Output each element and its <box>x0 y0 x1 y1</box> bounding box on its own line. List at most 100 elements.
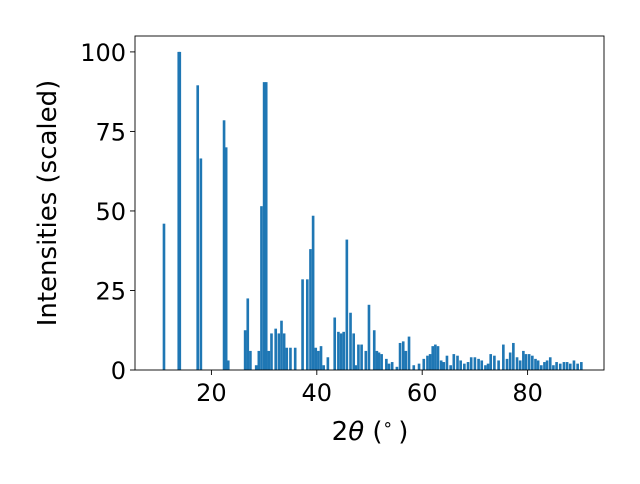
bar <box>385 358 388 370</box>
bar <box>224 147 228 370</box>
y-tick-label: 0 <box>111 357 126 385</box>
bar <box>364 350 368 370</box>
bar <box>280 320 283 370</box>
bar <box>505 358 509 370</box>
bar <box>196 85 200 371</box>
bar <box>357 344 360 370</box>
bar <box>548 357 552 370</box>
x-tick-label: 40 <box>302 379 333 407</box>
bar <box>456 355 459 370</box>
bar <box>524 354 528 370</box>
bars-group <box>162 51 583 371</box>
bar <box>222 120 226 371</box>
bar <box>518 360 522 370</box>
bar <box>314 347 318 370</box>
bar <box>395 366 399 370</box>
bar <box>289 347 292 370</box>
bar <box>260 206 263 370</box>
bar <box>445 355 449 370</box>
y-tick-label: 25 <box>95 277 126 305</box>
bar <box>249 350 252 370</box>
bar <box>352 333 356 370</box>
bar <box>576 363 579 370</box>
bar <box>270 333 273 370</box>
bar <box>508 352 512 370</box>
bar <box>274 328 278 370</box>
bar <box>262 82 266 370</box>
bar <box>277 333 281 370</box>
bar <box>527 354 531 370</box>
bar <box>267 350 271 370</box>
bar <box>349 312 352 370</box>
bar <box>489 354 493 370</box>
bar <box>226 360 230 370</box>
bar <box>375 350 379 370</box>
bar <box>354 365 358 370</box>
bar <box>469 357 473 370</box>
bar <box>473 357 477 370</box>
bar <box>543 362 546 370</box>
bar <box>568 363 572 370</box>
bar <box>565 362 569 370</box>
bar <box>377 352 381 370</box>
bar <box>282 333 286 370</box>
bar <box>246 298 250 370</box>
bar <box>442 362 446 370</box>
bar <box>345 239 349 370</box>
bar <box>552 365 555 370</box>
bar <box>580 362 583 370</box>
bar <box>398 342 402 370</box>
bar <box>372 330 376 370</box>
plot-frame <box>134 35 605 371</box>
bar <box>534 358 537 370</box>
y-tick-label: 100 <box>80 39 126 67</box>
bar <box>531 355 534 370</box>
bar <box>480 360 484 370</box>
bar <box>337 331 340 370</box>
bar <box>555 362 558 370</box>
bar <box>285 347 289 370</box>
bar <box>466 362 470 370</box>
bar <box>545 360 549 370</box>
bar <box>311 215 315 370</box>
x-tick-label: 80 <box>512 379 543 407</box>
bar <box>417 363 421 370</box>
bar <box>512 342 515 370</box>
bar <box>493 355 496 370</box>
bar <box>463 363 466 370</box>
bar <box>407 336 411 370</box>
bar <box>449 365 452 370</box>
y-axis-label: Intensities (scaled) <box>33 80 63 327</box>
y-tick-label: 50 <box>95 198 126 226</box>
bar <box>367 304 371 370</box>
bar <box>293 347 297 370</box>
bar <box>360 344 363 370</box>
bar <box>422 358 426 370</box>
x-axis: 20 40 60 80 <box>196 370 543 407</box>
x-tick-label: 20 <box>196 379 227 407</box>
bar <box>317 350 320 370</box>
bar <box>306 279 309 370</box>
bar <box>539 365 543 370</box>
bar <box>486 363 490 370</box>
bar <box>301 279 304 370</box>
bar <box>326 357 330 370</box>
bar <box>333 317 337 370</box>
bar <box>257 350 261 370</box>
bar <box>477 358 480 370</box>
bar <box>439 360 443 370</box>
bar <box>390 362 394 370</box>
bar <box>309 249 312 370</box>
bar <box>319 346 323 370</box>
bar <box>428 354 432 370</box>
bar <box>342 331 345 370</box>
bar <box>412 365 416 370</box>
bar <box>459 360 462 370</box>
bar <box>322 365 325 370</box>
bar <box>558 363 562 370</box>
bar <box>502 344 505 370</box>
bar <box>387 363 391 370</box>
